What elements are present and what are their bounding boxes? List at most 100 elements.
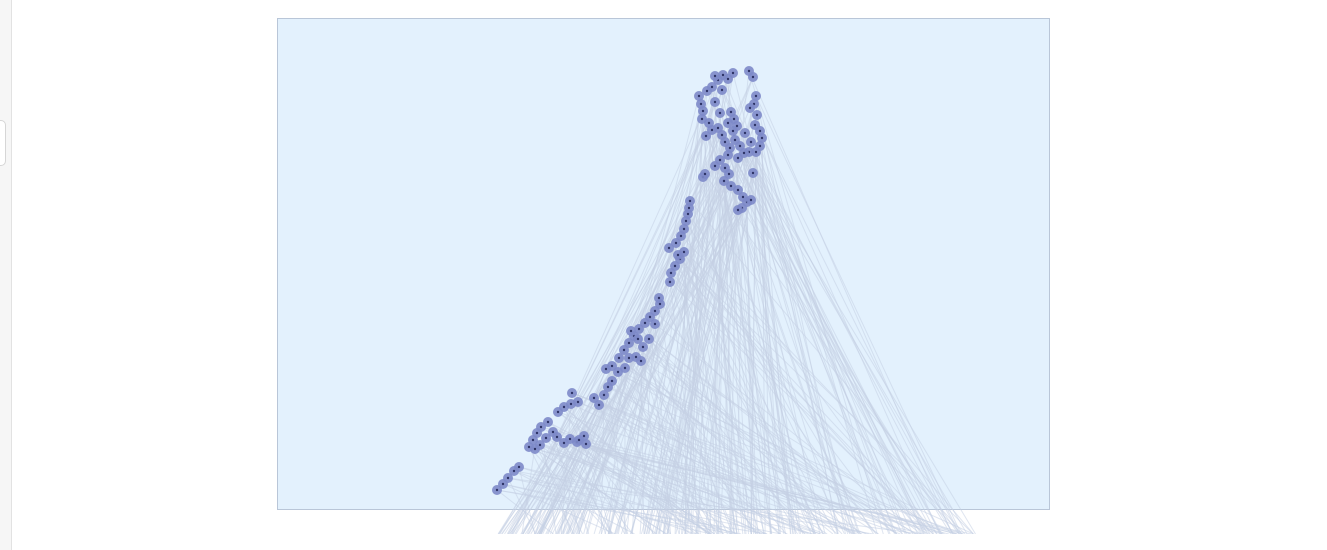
site-marker[interactable] (620, 363, 630, 373)
site-marker[interactable] (552, 432, 562, 442)
site-marker[interactable] (673, 250, 683, 260)
site-marker-center (751, 171, 755, 175)
site-marker-center (723, 140, 727, 144)
site-marker[interactable] (728, 68, 738, 78)
site-marker[interactable] (664, 243, 674, 253)
site-marker[interactable] (748, 72, 758, 82)
site-marker-center (610, 379, 614, 383)
site-marker[interactable] (757, 133, 767, 143)
site-marker[interactable] (694, 91, 704, 101)
site-marker[interactable] (685, 196, 695, 206)
site-marker[interactable] (746, 195, 756, 205)
site-marker[interactable] (503, 473, 513, 483)
site-marker[interactable] (626, 326, 636, 336)
site-marker-center (713, 100, 717, 104)
site-marker-center (682, 250, 686, 254)
site-marker[interactable] (715, 108, 725, 118)
site-marker[interactable] (733, 153, 743, 163)
site-marker-center (668, 280, 672, 284)
site-marker[interactable] (624, 338, 634, 348)
site-marker-center (732, 117, 736, 121)
site-marker[interactable] (723, 150, 733, 160)
site-marker[interactable] (723, 118, 733, 128)
site-marker-center (686, 212, 690, 216)
site-marker[interactable] (746, 137, 756, 147)
site-marker[interactable] (701, 131, 711, 141)
site-marker[interactable] (624, 353, 634, 363)
site-marker[interactable] (530, 444, 540, 454)
site-marker[interactable] (700, 169, 710, 179)
site-marker-center (555, 435, 559, 439)
site-marker-center (669, 271, 673, 275)
site-marker[interactable] (698, 106, 708, 116)
site-marker-center (544, 436, 548, 440)
panel-collapse-handle[interactable] (0, 120, 6, 166)
site-marker[interactable] (710, 161, 720, 171)
site-marker[interactable] (638, 342, 648, 352)
flow-line (538, 101, 716, 534)
site-marker[interactable] (573, 397, 583, 407)
site-marker[interactable] (740, 128, 750, 138)
site-marker[interactable] (665, 277, 675, 287)
site-marker[interactable] (607, 376, 617, 386)
site-marker[interactable] (710, 97, 720, 107)
site-marker[interactable] (728, 126, 738, 136)
site-marker-center (705, 89, 709, 93)
flow-line (735, 196, 744, 534)
site-marker[interactable] (594, 400, 604, 410)
site-marker[interactable] (514, 462, 524, 472)
site-marker-center (688, 199, 692, 203)
site-marker[interactable] (719, 176, 729, 186)
site-marker[interactable] (567, 388, 577, 398)
site-marker-center (531, 438, 535, 442)
site-marker-center (597, 403, 601, 407)
site-marker[interactable] (751, 147, 761, 157)
site-marker[interactable] (745, 103, 755, 113)
flow-line (732, 130, 976, 534)
flow-line (567, 328, 640, 534)
site-marker[interactable] (614, 353, 624, 363)
site-marker-center (535, 431, 539, 435)
flow-line (605, 368, 711, 534)
site-marker[interactable] (541, 433, 551, 443)
site-marker[interactable] (636, 356, 646, 366)
site-marker[interactable] (543, 417, 553, 427)
site-marker-center (738, 144, 742, 148)
site-marker[interactable] (733, 205, 743, 215)
site-marker[interactable] (670, 261, 680, 271)
site-marker-center (676, 253, 680, 257)
site-marker[interactable] (707, 82, 717, 92)
site-marker[interactable] (710, 71, 720, 81)
site-marker[interactable] (654, 293, 664, 303)
site-marker-center (710, 128, 714, 132)
site-marker[interactable] (733, 185, 743, 195)
site-marker[interactable] (644, 334, 654, 344)
site-marker-center (736, 188, 740, 192)
site-marker[interactable] (619, 345, 629, 355)
site-marker-center (627, 341, 631, 345)
site-marker[interactable] (717, 85, 727, 95)
flow-line (656, 122, 710, 534)
site-marker-center (687, 206, 691, 210)
flow-line (666, 199, 752, 534)
site-marker[interactable] (650, 306, 660, 316)
site-marker-center (639, 359, 643, 363)
site-marker-center (723, 166, 727, 170)
site-marker[interactable] (574, 435, 584, 445)
site-marker[interactable] (599, 390, 609, 400)
site-marker[interactable] (589, 393, 599, 403)
site-marker-center (627, 356, 631, 360)
site-marker[interactable] (748, 168, 758, 178)
site-marker[interactable] (679, 224, 689, 234)
site-marker[interactable] (536, 422, 546, 432)
site-marker[interactable] (752, 110, 762, 120)
site-marker[interactable] (671, 238, 681, 248)
site-marker[interactable] (633, 334, 643, 344)
site-marker[interactable] (650, 319, 660, 329)
site-marker-center (533, 447, 537, 451)
site-marker[interactable] (724, 169, 734, 179)
site-marker-center (743, 131, 747, 135)
flow-line (733, 118, 960, 534)
site-marker[interactable] (751, 91, 761, 101)
